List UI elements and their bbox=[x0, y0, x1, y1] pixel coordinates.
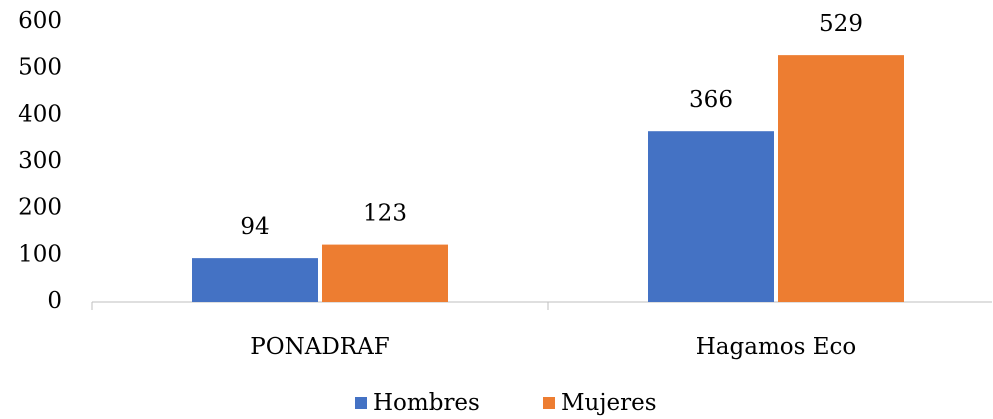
x-tick-label: PONADRAF bbox=[250, 334, 389, 360]
bar bbox=[322, 244, 448, 302]
y-tick-label: 200 bbox=[18, 195, 62, 221]
bar bbox=[192, 258, 318, 302]
bar bbox=[648, 131, 774, 302]
data-label: 366 bbox=[689, 87, 733, 113]
legend-label: Hombres bbox=[373, 390, 480, 416]
y-tick-label: 100 bbox=[18, 241, 62, 267]
legend-label: Mujeres bbox=[561, 390, 657, 416]
legend-swatch bbox=[543, 397, 555, 409]
data-label: 123 bbox=[363, 201, 407, 227]
x-tick-label: Hagamos Eco bbox=[696, 334, 857, 360]
y-tick-label: 300 bbox=[18, 148, 62, 174]
y-tick-label: 500 bbox=[18, 55, 62, 81]
y-tick-label: 600 bbox=[18, 8, 62, 34]
data-label: 529 bbox=[819, 11, 863, 37]
y-tick-label: 400 bbox=[18, 101, 62, 127]
legend-swatch bbox=[355, 397, 367, 409]
bar bbox=[778, 55, 904, 303]
data-label: 94 bbox=[240, 214, 269, 240]
y-tick-label: 0 bbox=[47, 288, 62, 314]
